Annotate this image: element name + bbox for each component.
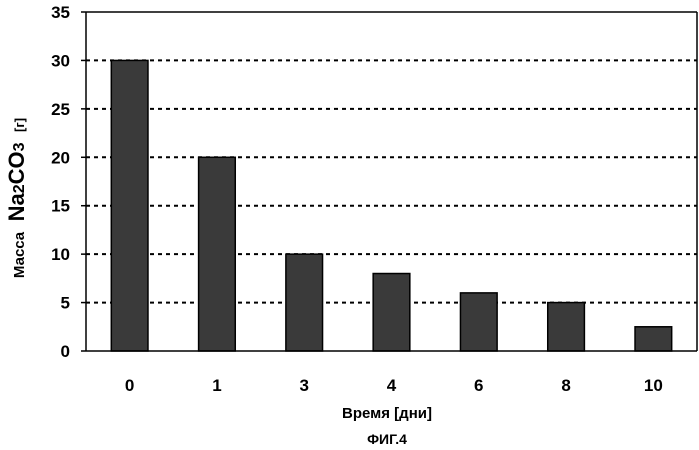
bar [285,253,324,352]
y-tick-label: 30 [51,51,70,70]
bars [110,59,673,352]
x-tick-label: 10 [644,376,663,395]
y-tick-label: 20 [51,148,70,167]
x-tick-label: 3 [299,376,308,395]
y-tick-label: 15 [51,197,70,216]
bar [197,156,237,352]
y-tick-label: 35 [51,3,70,22]
x-tick-label: 6 [474,376,483,395]
x-axis-title: Время [дни] [342,405,432,422]
y-tick-label: 10 [51,245,70,264]
gridlines [86,59,697,304]
axes [85,11,698,352]
y-tick-label: 25 [51,100,70,119]
bar [110,59,149,352]
y-tick-label: 5 [61,294,70,313]
figure-caption: ФИГ.4 [367,431,407,447]
bar [634,326,673,352]
y-axis-title-formula-sub1: 2 [11,184,28,193]
x-tick-label: 8 [561,376,570,395]
x-tick-label: 0 [125,376,134,395]
y-axis-title-prefix: Масса [11,231,28,278]
y-tick-label: 0 [61,342,70,361]
y-tick-labels: 0 5 10 15 20 25 30 35 [51,3,86,361]
x-tick-labels: 0 1 3 4 6 8 10 [125,376,663,395]
y-axis-title-unit: [г] [12,118,27,132]
x-tick-label: 4 [387,376,397,395]
x-tick-label: 1 [212,376,221,395]
y-axis-title-formula-sub2: 3 [11,142,28,151]
bar [372,272,411,352]
y-axis-title-formula-co: CO [4,151,29,184]
bar [459,292,498,352]
bar [546,301,586,352]
y-axis-title-formula-na: Na [4,193,29,222]
y-axis-title: Масса Na2CO3 [г] [4,118,29,278]
